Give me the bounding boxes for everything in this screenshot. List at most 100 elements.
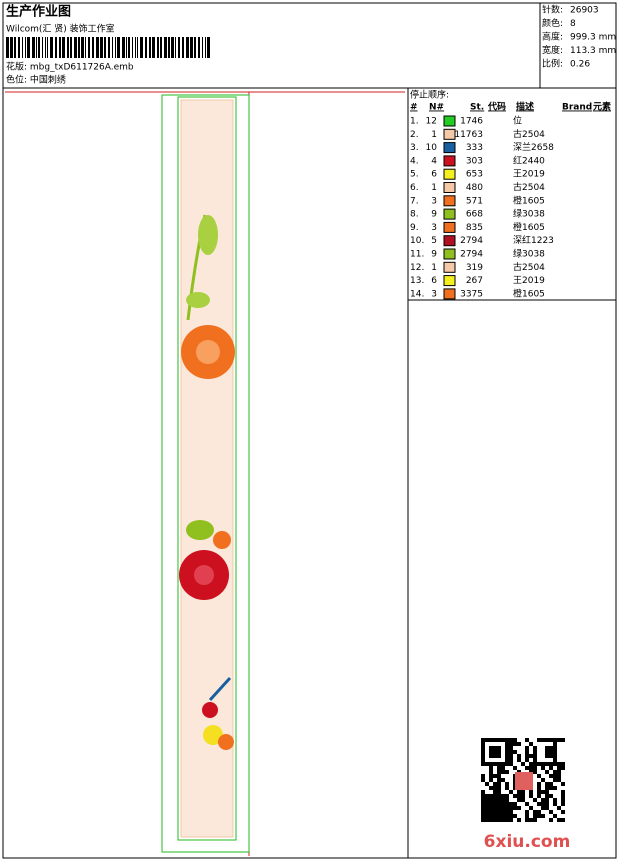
qr-module bbox=[505, 742, 509, 746]
bar-stripe bbox=[100, 37, 103, 58]
bar-stripe bbox=[186, 37, 189, 58]
flower-center bbox=[194, 565, 214, 585]
qr-module bbox=[489, 766, 493, 770]
stitches: 11763 bbox=[454, 130, 483, 140]
stitches: 267 bbox=[466, 276, 483, 286]
color-swatch bbox=[443, 261, 456, 273]
description: 古2504 bbox=[513, 128, 545, 140]
qr-module bbox=[557, 774, 561, 778]
qr-module bbox=[545, 762, 549, 766]
qr-module bbox=[485, 798, 489, 802]
color-swatch bbox=[443, 208, 456, 220]
qr-module bbox=[505, 802, 509, 806]
column-header: St. bbox=[470, 103, 484, 113]
qr-module bbox=[505, 794, 509, 798]
qr-module bbox=[545, 738, 549, 742]
description: 绿3038 bbox=[513, 248, 545, 260]
qr-module bbox=[537, 794, 541, 798]
qr-module bbox=[497, 738, 501, 742]
qr-module bbox=[485, 762, 489, 766]
qr-module bbox=[493, 790, 497, 794]
flower-center bbox=[196, 340, 220, 364]
bar-stripe bbox=[10, 37, 13, 58]
qr-module bbox=[489, 818, 493, 822]
qr-module bbox=[505, 814, 509, 818]
qr-module bbox=[537, 774, 541, 778]
qr-module bbox=[481, 806, 485, 810]
qr-module bbox=[493, 806, 497, 810]
qr-module bbox=[501, 766, 505, 770]
qr-module bbox=[489, 774, 493, 778]
row-index: 5. bbox=[410, 170, 419, 180]
qr-module bbox=[553, 742, 557, 746]
column-header: Brand bbox=[562, 103, 592, 113]
qr-module bbox=[505, 798, 509, 802]
needle: 1 bbox=[431, 263, 437, 273]
qr-module bbox=[541, 762, 545, 766]
needle: 1 bbox=[431, 183, 437, 193]
stitches: 653 bbox=[466, 170, 483, 180]
qr-module bbox=[493, 746, 497, 750]
info-value: 0.26 bbox=[570, 60, 590, 70]
bar-stripe bbox=[160, 37, 162, 58]
qr-module bbox=[501, 794, 505, 798]
bar-stripe bbox=[137, 37, 138, 58]
qr-module bbox=[509, 818, 513, 822]
color-swatch bbox=[443, 195, 456, 207]
qr-module bbox=[517, 806, 521, 810]
bar-stripe bbox=[112, 37, 113, 58]
qr-module bbox=[489, 770, 493, 774]
bar-stripe bbox=[47, 37, 48, 58]
description: 位 bbox=[513, 115, 522, 127]
qr-module bbox=[505, 782, 509, 786]
qr-module bbox=[489, 794, 493, 798]
qr-module bbox=[489, 798, 493, 802]
qr-module bbox=[557, 738, 561, 742]
stitches: 835 bbox=[466, 223, 483, 233]
qr-module bbox=[493, 794, 497, 798]
qr-module bbox=[485, 738, 489, 742]
bar-stripe bbox=[194, 37, 196, 58]
bar-stripe bbox=[145, 37, 147, 58]
qr-module bbox=[489, 814, 493, 818]
bar-stripe bbox=[207, 37, 210, 58]
qr-module bbox=[537, 810, 541, 814]
bar-stripe bbox=[164, 37, 167, 58]
qr-module bbox=[525, 802, 529, 806]
qr-module bbox=[525, 814, 529, 818]
qr-module bbox=[553, 774, 557, 778]
flower bbox=[218, 734, 234, 750]
column-header: N# bbox=[429, 103, 444, 113]
qr-module bbox=[537, 790, 541, 794]
bar-stripe bbox=[132, 37, 133, 58]
qr-module bbox=[501, 770, 505, 774]
qr-module bbox=[501, 798, 505, 802]
qr-module bbox=[549, 794, 553, 798]
qr-module bbox=[481, 758, 485, 762]
qr-module bbox=[509, 738, 513, 742]
studio: Wilcom(汇 贤) 装饰工作室 bbox=[6, 23, 115, 35]
color-swatch bbox=[443, 288, 456, 300]
qr-module bbox=[521, 794, 525, 798]
qr-module bbox=[549, 738, 553, 742]
qr-module bbox=[513, 738, 517, 742]
flower bbox=[202, 702, 218, 718]
description: 深兰2658 bbox=[513, 141, 554, 153]
qr-module bbox=[509, 750, 513, 754]
qr-module bbox=[481, 742, 485, 746]
qr-module bbox=[545, 782, 549, 786]
qr-module bbox=[505, 810, 509, 814]
qr-module bbox=[489, 746, 493, 750]
qr-module bbox=[533, 750, 537, 754]
qr-module bbox=[549, 762, 553, 766]
green-frame bbox=[161, 94, 250, 853]
qr-module bbox=[517, 790, 521, 794]
qr-module bbox=[549, 766, 553, 770]
qr-module bbox=[561, 766, 565, 770]
stitches: 571 bbox=[466, 196, 483, 206]
qr-module bbox=[529, 794, 533, 798]
qr-module bbox=[481, 750, 485, 754]
qr-module bbox=[525, 810, 529, 814]
row-index: 8. bbox=[410, 210, 419, 220]
